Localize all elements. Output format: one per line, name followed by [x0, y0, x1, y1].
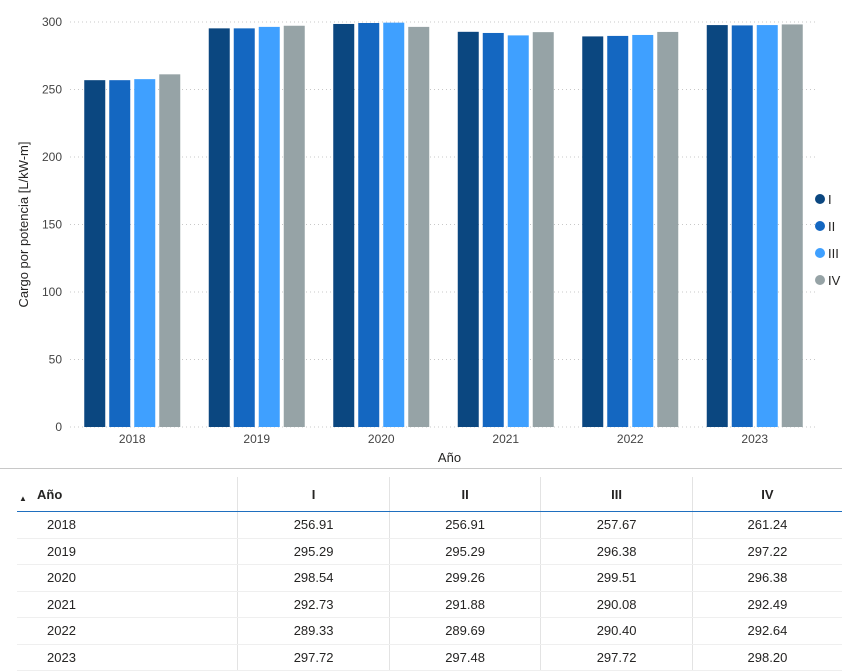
y-tick-label: 300	[42, 15, 62, 29]
table-body: 2018 256.91 256.91 257.67 261.24 2019 295.29 29…	[17, 511, 842, 671]
table-cell-value: 292.73	[237, 591, 390, 618]
table-cell-value: 261.24	[691, 511, 842, 539]
column-header-iii[interactable]: III	[540, 477, 693, 512]
y-tick-label: 250	[42, 83, 62, 97]
table-cell-value: 292.49	[691, 591, 842, 618]
x-tick-label: 2018	[119, 432, 146, 446]
bar-i-2022[interactable]	[582, 36, 604, 427]
bar-ii-2020[interactable]	[358, 22, 380, 428]
table-cell-value: 291.88	[388, 591, 541, 618]
legend-label[interactable]: IV	[828, 273, 841, 288]
legend-marker-i[interactable]	[815, 194, 825, 204]
table-row[interactable]: 2021 292.73 291.88 290.08 292.49	[17, 591, 842, 618]
bar-iv-2018[interactable]	[159, 74, 181, 428]
bar-ii-2019[interactable]	[233, 28, 255, 428]
bar-ii-2018[interactable]	[109, 80, 131, 427]
y-tick-label: 200	[42, 150, 62, 164]
data-table-panel: ▲ Año I II III IV 2018 256.91 256.91 257.67…	[0, 468, 842, 671]
table-cell-value: 297.72	[237, 644, 390, 671]
y-tick-label: 0	[55, 420, 62, 434]
bar-iii-2020[interactable]	[383, 22, 405, 427]
table-cell-year: 2018	[17, 511, 238, 539]
bar-ii-2021[interactable]	[482, 32, 504, 427]
x-tick-label: 2023	[741, 432, 768, 446]
bar-iv-2020[interactable]	[408, 26, 430, 428]
bar-iii-2022[interactable]	[632, 34, 654, 428]
legend-label[interactable]: I	[828, 192, 832, 207]
x-tick-label: 2022	[617, 432, 644, 446]
table-cell-value: 295.29	[237, 538, 390, 565]
table-cell-value: 297.22	[691, 538, 842, 565]
legend-marker-iii[interactable]	[815, 248, 825, 258]
bar-iii-2019[interactable]	[258, 26, 280, 428]
x-tick-label: 2020	[368, 432, 395, 446]
table-cell-value: 289.69	[388, 617, 541, 645]
column-header-iv[interactable]: IV	[691, 477, 842, 512]
table-row[interactable]: 2022 289.33 289.69 290.40 292.64	[17, 617, 842, 645]
legend-marker-iv[interactable]	[815, 275, 825, 285]
table-cell-year: 2019	[17, 538, 238, 565]
sort-ascending-icon[interactable]: ▲	[19, 494, 27, 503]
bar-ii-2023[interactable]	[731, 25, 753, 427]
table-cell-year: 2020	[17, 564, 238, 592]
table-cell-value: 256.91	[237, 511, 390, 539]
table-row[interactable]: 2019 295.29 295.29 296.38 297.22	[17, 538, 842, 565]
column-header-year[interactable]: ▲ Año	[17, 477, 238, 512]
table-cell-year: 2021	[17, 591, 238, 618]
table-row[interactable]: 2023 297.72 297.48 297.72 298.20	[17, 644, 842, 671]
y-tick-label: 150	[42, 218, 62, 232]
table-cell-year: 2022	[17, 617, 238, 645]
table-header-row: ▲ Año I II III IV	[17, 477, 842, 512]
legend-marker-ii[interactable]	[815, 221, 825, 231]
table-cell-value: 296.38	[691, 564, 842, 592]
bar-iv-2023[interactable]	[781, 24, 803, 428]
x-tick-label: 2019	[243, 432, 270, 446]
table-cell-value: 297.48	[388, 644, 541, 671]
bar-iv-2022[interactable]	[657, 31, 679, 427]
legend-label[interactable]: II	[828, 219, 835, 234]
y-tick-label: 50	[49, 353, 63, 367]
table-cell-value: 297.72	[540, 644, 693, 671]
table-cell-value: 296.38	[540, 538, 693, 565]
bar-chart: 0 50 100 150 200 250 300 2018 2019 2020 2021 2022 20…	[16, 15, 841, 465]
bar-i-2023[interactable]	[706, 25, 728, 427]
bar-iii-2021[interactable]	[507, 35, 529, 427]
x-axis-title: Año	[438, 450, 461, 465]
bar-i-2020[interactable]	[333, 23, 355, 427]
bar-ii-2022[interactable]	[607, 35, 629, 428]
bar-i-2019[interactable]	[208, 28, 230, 428]
table-cell-value: 256.91	[388, 511, 541, 539]
table-cell-value: 295.29	[388, 538, 541, 565]
bar-iv-2021[interactable]	[532, 32, 554, 428]
table-row[interactable]: 2018 256.91 256.91 257.67 261.24	[17, 511, 842, 539]
bar-iii-2023[interactable]	[756, 25, 778, 427]
legend-label[interactable]: III	[828, 246, 839, 261]
table-cell-year: 2023	[17, 644, 238, 671]
table-cell-value: 299.26	[388, 564, 541, 592]
y-tick-label: 100	[42, 285, 62, 299]
table-cell-value: 298.20	[691, 644, 842, 671]
table-cell-value: 289.33	[237, 617, 390, 645]
table-cell-value: 298.54	[237, 564, 390, 592]
chart-panel: 0 50 100 150 200 250 300 2018 2019 2020 2021 2022 20…	[16, 15, 841, 465]
column-header-ii[interactable]: II	[388, 477, 541, 512]
table-cell-value: 290.08	[540, 591, 693, 618]
table-row[interactable]: 2020 298.54 299.26 299.51 296.38	[17, 564, 842, 592]
table-cell-value: 299.51	[540, 564, 693, 592]
column-header-label: Año	[37, 486, 63, 502]
bar-i-2021[interactable]	[457, 31, 479, 427]
table-cell-value: 257.67	[540, 511, 693, 539]
bar-i-2018[interactable]	[84, 80, 106, 427]
y-axis-title: Cargo por potencia [L/kW-m]	[16, 142, 31, 308]
data-table: ▲ Año I II III IV 2018 256.91 256.91 257.67…	[17, 477, 842, 671]
table-cell-value: 290.40	[540, 617, 693, 645]
bar-iii-2018[interactable]	[134, 79, 156, 427]
column-header-i[interactable]: I	[237, 477, 390, 512]
x-tick-label: 2021	[492, 432, 519, 446]
table-cell-value: 292.64	[691, 617, 842, 645]
bar-iv-2019[interactable]	[283, 25, 305, 428]
